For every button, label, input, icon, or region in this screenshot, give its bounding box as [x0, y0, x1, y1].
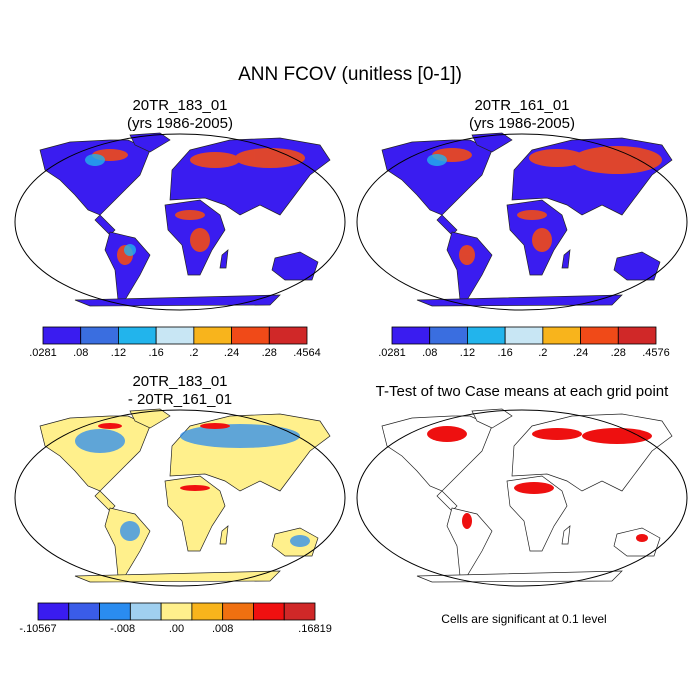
colorbar-box [580, 326, 619, 345]
colorbar-label: .24 [573, 347, 588, 359]
colorbar-box [80, 326, 119, 345]
panel-subtitle: (yrs 1986-2005) [127, 115, 233, 132]
colorbar-box [118, 326, 157, 345]
colorbar-box [391, 326, 431, 345]
colorbar-box [193, 326, 232, 345]
colorbar-label: .4564 [293, 347, 321, 359]
panel-title: T-Test of two Case means at each grid po… [376, 383, 669, 400]
colorbar-label: .16819 [298, 623, 332, 635]
colorbar-box [37, 602, 70, 621]
colorbar-box [222, 602, 254, 621]
colorbar-label: .12 [111, 347, 126, 359]
panel-title: 20TR_183_01 [132, 97, 227, 114]
map-panel [356, 408, 688, 587]
map-panel [14, 408, 346, 587]
colorbar-label: .4576 [642, 347, 670, 359]
colorbar-box [617, 326, 657, 345]
colorbar-box [129, 602, 162, 621]
colorbar-box [429, 326, 468, 345]
colorbar-box [283, 602, 316, 621]
colorbar-box [504, 326, 544, 345]
figure-title: ANN FCOV (unitless [0-1]) [238, 64, 462, 85]
map-panel [356, 132, 688, 311]
colorbar-box [191, 602, 224, 621]
colorbar-label: .08 [73, 347, 88, 359]
panel-title: 20TR_183_01 [132, 373, 227, 390]
note: Cells are significant at 0.1 level [441, 612, 606, 626]
colorbar-box [99, 602, 131, 621]
panel-subtitle: (yrs 1986-2005) [469, 115, 575, 132]
colorbar-box [42, 326, 82, 345]
colorbar-label: .00 [169, 623, 184, 635]
colorbar-box [268, 326, 308, 345]
colorbar-label: .12 [460, 347, 475, 359]
colorbar-label: .16 [148, 347, 163, 359]
colorbar-label: -.008 [110, 623, 135, 635]
colorbar-box [467, 326, 506, 345]
colorbar-label: .28 [611, 347, 626, 359]
panel-subtitle: - 20TR_161_01 [128, 391, 232, 408]
panel-title: 20TR_161_01 [474, 97, 569, 114]
colorbar-label: .0281 [29, 347, 57, 359]
colorbar-box [231, 326, 270, 345]
colorbar-box [253, 602, 285, 621]
colorbar-label: .16 [497, 347, 512, 359]
colorbar-box [160, 602, 193, 621]
colorbar-box [68, 602, 100, 621]
colorbar-label: .24 [224, 347, 239, 359]
colorbar-label: .08 [422, 347, 437, 359]
colorbar-label: .28 [262, 347, 277, 359]
colorbar-box [542, 326, 581, 345]
colorbar-label: -.10567 [19, 623, 56, 635]
map-panel [14, 132, 346, 311]
colorbar-label: .008 [212, 623, 233, 635]
colorbar-label: .0281 [378, 347, 406, 359]
colorbar-label: .2 [189, 347, 198, 359]
colorbar-box [155, 326, 195, 345]
colorbar-label: .2 [538, 347, 547, 359]
